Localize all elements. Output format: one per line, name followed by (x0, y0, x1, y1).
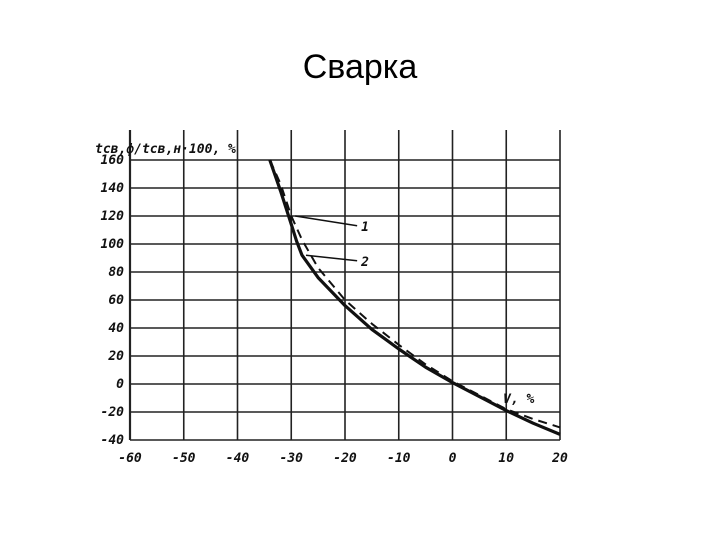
y-tick-label: 0 (116, 377, 124, 392)
series-line-1 (268, 159, 561, 429)
chart-grid (128, 130, 561, 441)
annotation-label-2: 2 (360, 255, 369, 270)
y-tick-label: -20 (101, 405, 125, 420)
chart-series (268, 159, 561, 436)
x-tick-label: -30 (280, 451, 304, 466)
y-axis-label: tсв,ф/tсв,н·100, % (95, 142, 236, 157)
x-tick-label: -20 (333, 451, 357, 466)
y-tick-label: 160 (101, 153, 125, 168)
y-tick-label: 100 (101, 237, 125, 252)
x-tick-label: 0 (449, 451, 457, 466)
y-tick-label: 140 (101, 181, 125, 196)
x-tick-label: -50 (172, 451, 196, 466)
x-tick-label: 20 (551, 451, 568, 466)
y-tick-label: 80 (108, 265, 124, 280)
page-title: Сварка (302, 48, 418, 86)
x-axis-label: V, % (503, 392, 534, 407)
y-tick-label: 120 (101, 209, 125, 224)
y-tick-label: 40 (108, 321, 124, 336)
annotation-leader-1 (295, 215, 358, 227)
x-tick-label: -40 (226, 451, 250, 466)
x-tick-label: 10 (498, 451, 514, 466)
annotation-label-1: 1 (361, 220, 369, 235)
y-tick-label: 60 (108, 293, 124, 308)
chart-labels: tсв,ф/tсв,н·100, % V, % 1 2 (95, 142, 534, 407)
series-line-2 (268, 159, 561, 436)
y-tick-label: 20 (107, 349, 124, 364)
y-tick-label: -40 (101, 433, 125, 448)
x-tick-label: -60 (118, 451, 142, 466)
annotation-leader-2 (305, 254, 358, 262)
x-tick-label: -10 (387, 451, 411, 466)
